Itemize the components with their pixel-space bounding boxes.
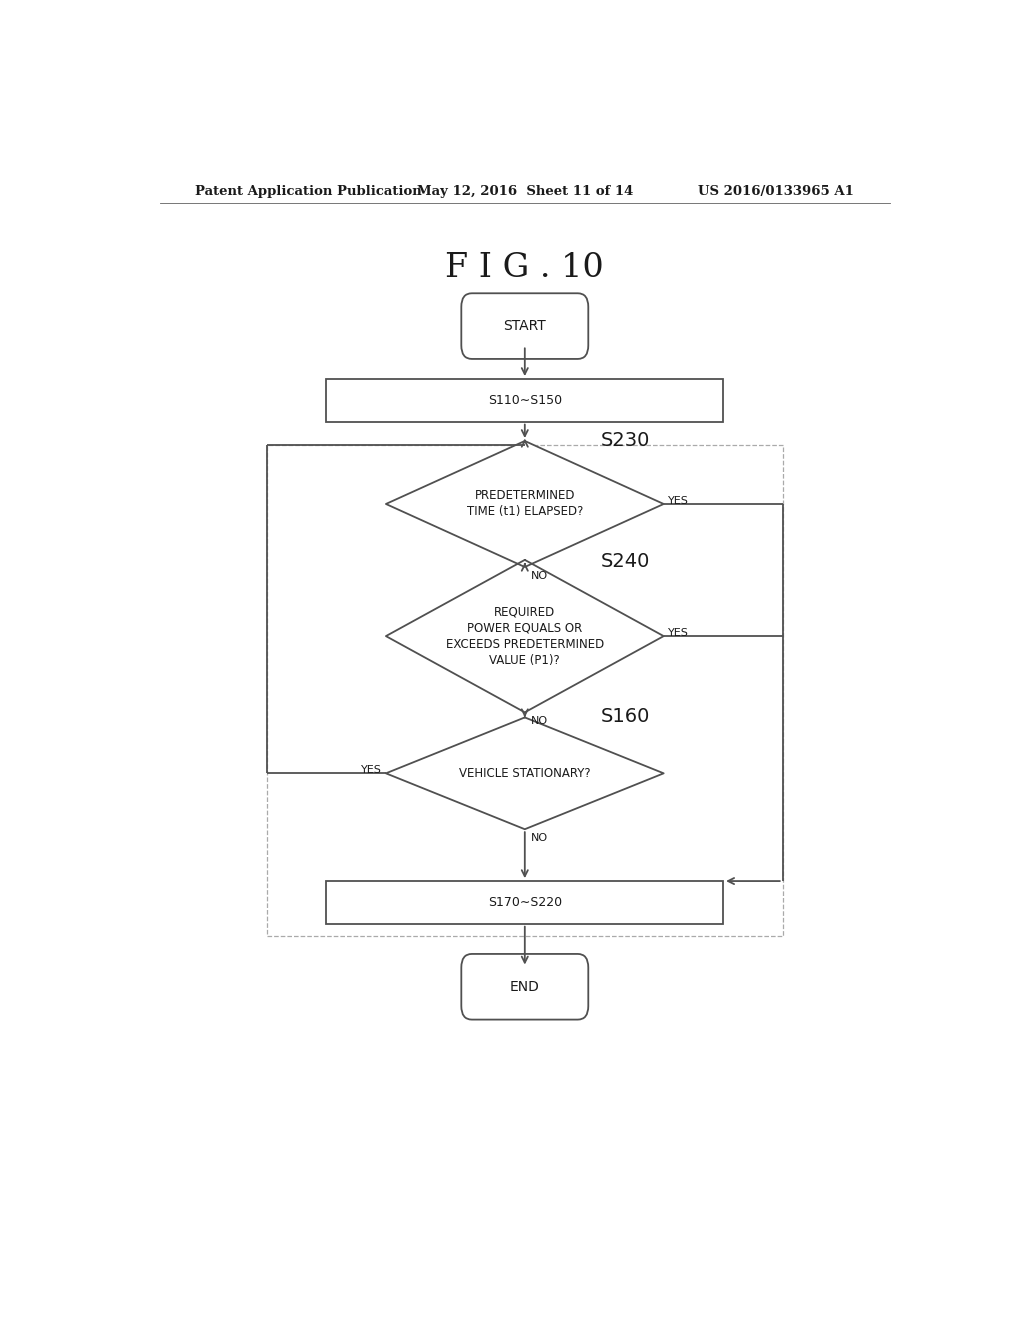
Polygon shape [386, 560, 664, 713]
Bar [327, 880, 723, 924]
Text: F I G . 10: F I G . 10 [445, 252, 604, 284]
Text: YES: YES [361, 766, 382, 775]
Text: VEHICLE STATIONARY?: VEHICLE STATIONARY? [459, 767, 591, 780]
Text: NO: NO [531, 572, 548, 581]
FancyBboxPatch shape [461, 954, 588, 1019]
Text: NO: NO [531, 833, 548, 843]
FancyBboxPatch shape [461, 293, 588, 359]
Text: S170∼S220: S170∼S220 [487, 896, 562, 909]
Text: S160: S160 [601, 706, 650, 726]
Text: REQUIRED
POWER EQUALS OR
EXCEEDS PREDETERMINED
VALUE (P1)?: REQUIRED POWER EQUALS OR EXCEEDS PREDETE… [445, 606, 604, 667]
Text: YES: YES [668, 628, 688, 638]
Text: YES: YES [668, 496, 688, 506]
Text: May 12, 2016  Sheet 11 of 14: May 12, 2016 Sheet 11 of 14 [417, 185, 633, 198]
Text: S240: S240 [601, 552, 650, 572]
Text: PREDETERMINED
TIME (t1) ELAPSED?: PREDETERMINED TIME (t1) ELAPSED? [467, 490, 583, 519]
Text: END: END [510, 979, 540, 994]
Text: S110∼S150: S110∼S150 [487, 393, 562, 407]
Bar [267, 445, 782, 936]
Polygon shape [386, 718, 664, 829]
Text: US 2016/0133965 A1: US 2016/0133965 A1 [698, 185, 854, 198]
Text: START: START [504, 319, 546, 333]
Text: S230: S230 [601, 432, 650, 450]
Polygon shape [386, 441, 664, 568]
Text: NO: NO [531, 717, 548, 726]
Text: Patent Application Publication: Patent Application Publication [196, 185, 422, 198]
Bar [327, 379, 723, 421]
